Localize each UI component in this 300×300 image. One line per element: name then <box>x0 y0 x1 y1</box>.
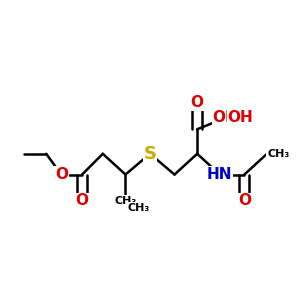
Text: O: O <box>191 95 204 110</box>
Text: CH₃: CH₃ <box>128 203 150 213</box>
Text: HN: HN <box>207 167 232 182</box>
Text: S: S <box>143 145 157 163</box>
Text: CH₃: CH₃ <box>267 149 289 159</box>
Text: OH: OH <box>213 110 238 125</box>
Text: CH₃: CH₃ <box>267 149 289 159</box>
Text: O: O <box>238 194 251 208</box>
Text: OH: OH <box>227 110 253 125</box>
Text: O: O <box>55 167 68 182</box>
Text: CH₃: CH₃ <box>114 196 136 206</box>
Text: O: O <box>76 194 88 208</box>
